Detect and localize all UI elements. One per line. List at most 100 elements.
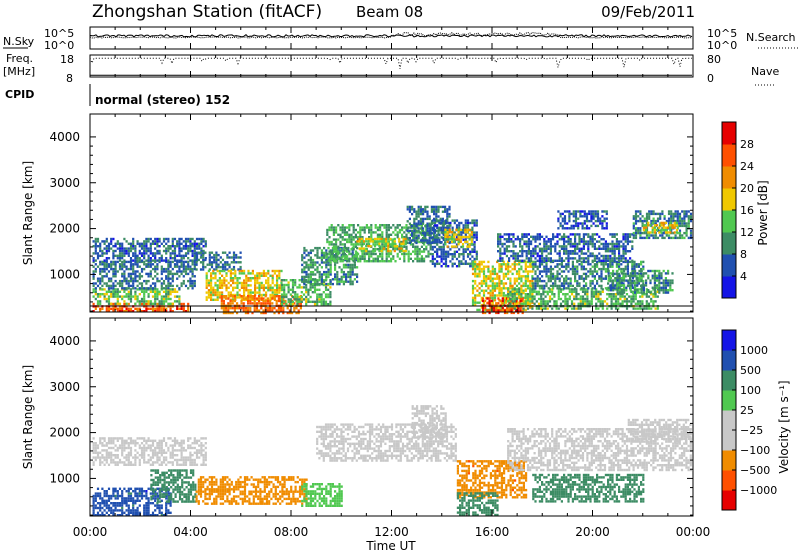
power-cell — [670, 212, 673, 216]
power-cell — [525, 242, 528, 246]
power-cell — [583, 212, 586, 216]
power-cell — [429, 245, 432, 248]
power-cell — [602, 277, 605, 280]
power-cell — [585, 267, 588, 271]
power-cell — [428, 236, 431, 240]
power-cell — [459, 228, 462, 231]
power-cell — [110, 293, 113, 296]
power-cell — [314, 278, 317, 281]
power-cell — [458, 224, 461, 227]
power-cell — [107, 277, 111, 280]
power-cell — [433, 238, 437, 241]
power-cell — [214, 281, 217, 285]
power-cell — [314, 261, 317, 264]
power-cell — [103, 270, 106, 273]
power-cell — [343, 228, 346, 232]
power-cell — [110, 260, 113, 264]
power-cell — [94, 307, 97, 310]
power-cell — [349, 280, 352, 283]
power-cell — [458, 255, 461, 258]
power-cell — [273, 289, 276, 292]
power-cell — [522, 291, 525, 295]
power-cell — [453, 240, 456, 243]
power-cell — [262, 272, 265, 275]
power-cell — [341, 243, 344, 246]
power-cell — [532, 263, 535, 266]
power-cell — [99, 300, 102, 303]
power-cell — [670, 215, 673, 218]
power-cell — [632, 217, 635, 220]
power-cell — [407, 260, 410, 263]
power-cell — [478, 301, 481, 304]
power-cell — [392, 248, 395, 251]
power-cell — [531, 293, 534, 296]
power-cell — [385, 260, 388, 263]
power-cell — [464, 221, 467, 225]
power-cell — [178, 267, 181, 271]
power-cell — [138, 265, 141, 268]
power-cell — [324, 286, 328, 289]
power-cell — [193, 260, 196, 264]
power-cell — [293, 302, 296, 305]
power-cell — [571, 257, 574, 260]
power-cell — [558, 252, 561, 255]
power-cell — [407, 231, 410, 234]
power-cell — [520, 265, 523, 268]
power-cell — [165, 277, 168, 280]
power-cell — [560, 275, 563, 278]
power-cell — [471, 260, 475, 264]
power-cell — [271, 289, 274, 292]
power-cell — [579, 212, 582, 216]
power-cell — [648, 217, 651, 220]
power-cell — [430, 232, 433, 235]
power-cell — [578, 282, 581, 285]
power-cell — [341, 252, 344, 256]
power-cell — [329, 266, 332, 269]
power-cell — [101, 240, 104, 243]
power-cell — [374, 252, 377, 256]
power-cell — [154, 290, 157, 293]
power-cell — [598, 259, 601, 262]
power-cell — [469, 262, 472, 265]
power-cell — [485, 282, 488, 285]
power-cell — [503, 233, 506, 236]
power-cell — [545, 275, 548, 278]
power-cell — [413, 210, 416, 213]
power-cell — [154, 254, 157, 257]
power-cell — [204, 240, 207, 243]
power-cell — [440, 255, 443, 258]
power-cell — [625, 302, 629, 305]
power-cell — [507, 270, 510, 273]
power-cell — [352, 236, 355, 239]
power-cell — [643, 219, 646, 223]
power-cell — [590, 300, 593, 303]
power-cell — [265, 274, 268, 277]
power-cell — [123, 310, 126, 313]
power-cell — [431, 241, 434, 244]
power-cell — [455, 219, 459, 222]
power-cell — [353, 261, 356, 264]
power-cell — [92, 260, 95, 264]
power-cell — [622, 245, 625, 248]
power-cell — [225, 279, 228, 282]
power-cell — [426, 205, 429, 209]
power-cell — [169, 257, 172, 260]
power-cell — [225, 274, 228, 277]
power-cell — [488, 302, 491, 305]
power-cell — [134, 245, 137, 248]
power-cell — [228, 265, 231, 269]
power-cell — [613, 257, 616, 260]
power-cell — [140, 247, 144, 250]
power-cell — [498, 265, 501, 268]
power-cell — [604, 277, 607, 280]
power-cell — [237, 256, 240, 259]
power-cell — [346, 226, 349, 229]
power-cell — [584, 293, 587, 296]
power-cell — [346, 240, 349, 244]
power-cell — [580, 287, 583, 290]
power-cell — [599, 217, 602, 220]
power-cell — [145, 259, 148, 262]
power-cell — [408, 222, 411, 225]
power-cell — [357, 236, 360, 239]
power-cell — [210, 293, 213, 297]
